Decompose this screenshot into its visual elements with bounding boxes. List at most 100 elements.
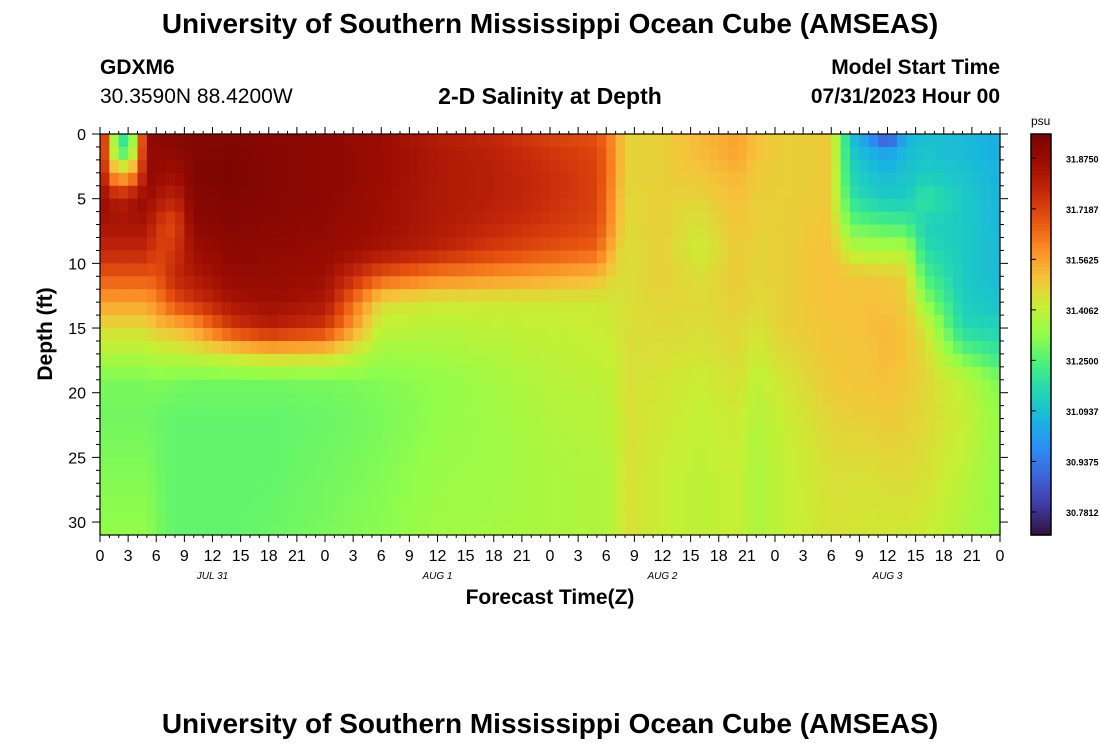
heatmap-cell: [109, 302, 120, 316]
heatmap-cell: [765, 328, 776, 342]
heatmap-cell: [728, 470, 739, 484]
heatmap-cell: [700, 353, 710, 368]
heatmap-cell: [887, 509, 898, 523]
heatmap-cell: [746, 276, 757, 290]
heatmap-cell: [231, 405, 242, 420]
heatmap-cell: [615, 418, 626, 433]
heatmap-cell: [503, 496, 514, 510]
heatmap-cell: [221, 496, 232, 510]
heatmap-cell: [137, 509, 148, 523]
heatmap-cell: [896, 379, 907, 394]
heatmap-cell: [175, 224, 185, 239]
heatmap-cell: [484, 211, 495, 226]
heatmap-cell: [671, 340, 682, 355]
heatmap-cell: [662, 457, 673, 471]
heatmap-cell: [662, 146, 673, 161]
heatmap-cell: [615, 444, 626, 458]
heatmap-cell: [718, 418, 729, 433]
heatmap-cell: [400, 444, 410, 458]
heatmap-cell: [315, 289, 326, 303]
heatmap-cell: [118, 224, 129, 239]
heatmap-cell: [371, 328, 382, 342]
heatmap-cell: [615, 340, 626, 355]
heatmap-cell: [465, 198, 476, 213]
heatmap-cell: [128, 405, 139, 420]
x-tick-label: 6: [827, 548, 836, 565]
heatmap-cell: [700, 405, 710, 420]
heatmap-cell: [615, 509, 626, 523]
heatmap-cell: [146, 172, 157, 187]
heatmap-cell: [981, 353, 992, 368]
heatmap-cell: [943, 392, 954, 407]
heatmap-cell: [756, 366, 767, 381]
heatmap-cell: [146, 470, 157, 484]
heatmap-cell: [700, 366, 710, 381]
heatmap-cell: [821, 315, 832, 329]
heatmap-cell: [625, 418, 635, 433]
heatmap-cell: [718, 250, 729, 264]
heatmap-cell: [568, 353, 579, 368]
heatmap-cell: [128, 340, 139, 355]
heatmap-cell: [925, 224, 935, 239]
heatmap-cell: [362, 405, 373, 420]
heatmap-cell: [418, 483, 429, 497]
heatmap-cell: [606, 237, 617, 252]
heatmap-cell: [193, 315, 204, 329]
heatmap-cell: [521, 366, 532, 381]
heatmap-cell: [887, 418, 898, 433]
heatmap-cell: [925, 211, 935, 226]
heatmap-cell: [559, 418, 570, 433]
heatmap-cell: [465, 211, 476, 226]
heatmap-cell: [653, 496, 664, 510]
heatmap-cell: [906, 198, 917, 213]
heatmap-cell: [746, 315, 757, 329]
heatmap-cell: [400, 237, 410, 252]
heatmap-cell: [690, 366, 701, 381]
heatmap-cell: [662, 444, 673, 458]
heatmap-cell: [868, 276, 879, 290]
heatmap-cell: [240, 392, 251, 407]
heatmap-cell: [428, 340, 439, 355]
heatmap-cell: [718, 134, 729, 148]
heatmap-cell: [859, 263, 870, 277]
heatmap-cell: [296, 146, 307, 161]
heatmap-cell: [334, 379, 345, 394]
heatmap-cell: [981, 224, 992, 239]
heatmap-cell: [700, 457, 710, 471]
heatmap-cell: [315, 483, 326, 497]
heatmap-cell: [803, 263, 814, 277]
heatmap-cell: [418, 457, 429, 471]
heatmap-cell: [343, 134, 354, 148]
heatmap-cell: [259, 211, 270, 226]
heatmap-cell: [531, 405, 542, 420]
heatmap-cell: [568, 211, 579, 226]
heatmap-cell: [287, 224, 298, 239]
heatmap-cell: [287, 146, 298, 161]
heatmap-cell: [690, 276, 701, 290]
heatmap-cell: [287, 470, 298, 484]
heatmap-cell: [531, 289, 542, 303]
heatmap-cell: [587, 379, 598, 394]
heatmap-cell: [381, 366, 392, 381]
heatmap-cell: [718, 366, 729, 381]
heatmap-cell: [878, 509, 889, 523]
heatmap-cell: [484, 315, 495, 329]
heatmap-cell: [128, 302, 139, 316]
heatmap-cell: [278, 172, 289, 187]
heatmap-cell: [962, 366, 973, 381]
heatmap-cell: [700, 237, 710, 252]
heatmap-cell: [746, 483, 757, 497]
heatmap-cell: [418, 379, 429, 394]
heatmap-cell: [315, 237, 326, 252]
heatmap-cell: [146, 405, 157, 420]
heatmap-cell: [653, 146, 664, 161]
heatmap-cell: [868, 159, 879, 174]
heatmap-cell: [475, 276, 485, 290]
heatmap-cell: [493, 134, 504, 148]
colorbar-segment: [1031, 337, 1051, 342]
heatmap-cell: [531, 444, 542, 458]
heatmap-cell: [446, 405, 457, 420]
heatmap-cell: [962, 470, 973, 484]
heatmap-cell: [671, 302, 682, 316]
heatmap-cell: [146, 134, 157, 148]
